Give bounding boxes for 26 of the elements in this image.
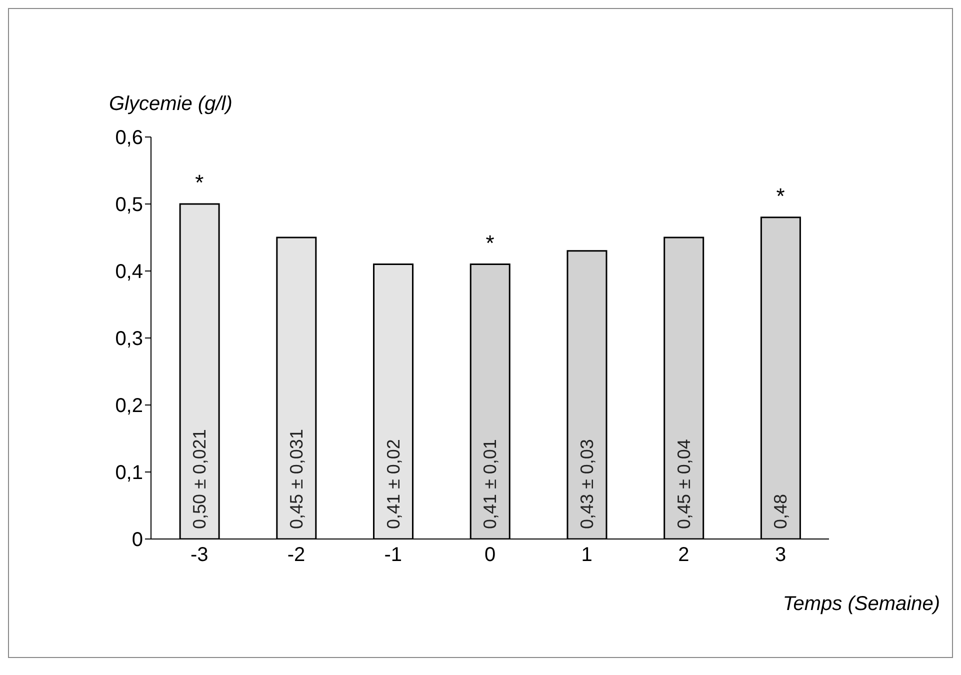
x-tick-label: 3 — [775, 544, 786, 566]
x-tick-label: 1 — [581, 544, 592, 566]
data-label: 0,41 ± 0,01 — [480, 439, 500, 529]
x-tick-label: -2 — [287, 544, 306, 566]
annotation: * — [776, 183, 786, 208]
x-tick-label: -1 — [384, 544, 402, 566]
data-label: 0,45 ± 0,04 — [674, 439, 694, 529]
x-tick-label: 2 — [678, 544, 690, 566]
x-tick-label: 0 — [484, 544, 496, 566]
y-tick-label: 0,5 — [115, 194, 143, 216]
y-tick-label: 0,1 — [115, 462, 143, 484]
y-tick-label: 0,4 — [115, 261, 143, 284]
y-tick-label: 0,3 — [115, 328, 143, 350]
annotation: * — [195, 170, 204, 195]
y-tick-label: 0 — [132, 529, 143, 552]
data-label: 0,43 ± 0,03 — [576, 439, 597, 529]
data-label: 0,50 ± 0,021 — [190, 429, 210, 529]
y-axis-title: Glycemie (g/l) — [109, 93, 232, 116]
y-tick-label: 0,6 — [115, 127, 143, 150]
y-tick-label: 0,2 — [115, 395, 143, 418]
data-label: 0,41 ± 0,02 — [383, 439, 404, 529]
x-axis-title: Temps (Semaine) — [782, 593, 940, 616]
annotation: * — [486, 230, 495, 256]
x-tick-label: -3 — [190, 544, 208, 566]
data-label: 0,45 ± 0,031 — [286, 429, 306, 529]
data-label: 0,48 — [770, 494, 791, 529]
